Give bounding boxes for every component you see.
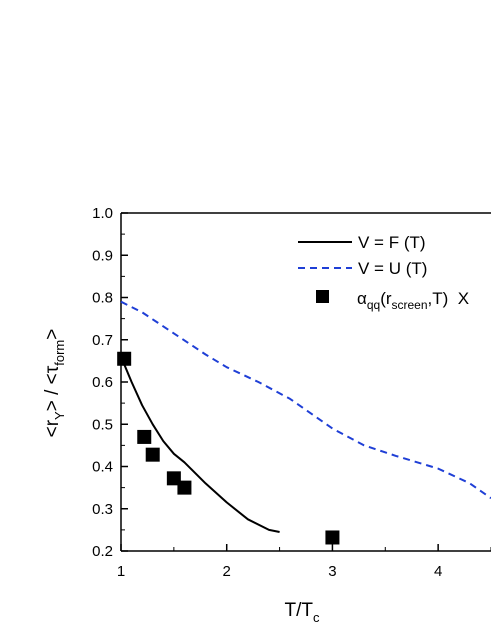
series-line-f: [120, 356, 280, 533]
x-tick-label: 3: [328, 563, 336, 580]
legend-label-f: V = F (T): [358, 233, 426, 252]
y-tick-label: 0.5: [92, 416, 113, 433]
x-tick-label: 4: [434, 563, 442, 580]
data-point-square: [145, 447, 160, 462]
y-tick-label: 0.7: [92, 332, 113, 349]
series-line-u: [120, 300, 491, 500]
y-axis-title: <rY> / <τform>: [42, 329, 67, 438]
y-tick-label: 1.0: [92, 205, 113, 222]
data-point-square: [117, 351, 132, 366]
y-tick-label: 0.3: [92, 501, 113, 518]
legend: V = F (T) V = U (T) αqq(rscreen,T) X: [298, 233, 469, 312]
legend-label-alpha: αqq(rscreen,T) X: [357, 289, 469, 312]
data-point-square: [166, 471, 181, 486]
tick-labels: 0.2 0.3 0.4 0.5 0.6 0.7 0.8 0.9 1.0 1 2 3 4: [92, 205, 442, 580]
y-tick-label: 0.2: [92, 543, 113, 560]
ticks: [120, 212, 491, 552]
x-tick-label: 2: [223, 563, 231, 580]
y-tick-label: 0.4: [92, 459, 113, 476]
data-point-square: [137, 429, 152, 444]
y-tick-label: 0.6: [92, 374, 113, 391]
data-point-square: [325, 530, 340, 545]
x-tick-label: 1: [117, 563, 125, 580]
axes: [120, 212, 491, 552]
y-tick-label: 0.9: [92, 247, 113, 264]
legend-marker-square: [316, 290, 329, 303]
series-layer: [117, 300, 491, 545]
y-tick-label: 0.8: [92, 290, 113, 307]
data-point-square: [177, 480, 192, 495]
x-axis-title: T/Tc: [285, 600, 321, 625]
legend-label-u: V = U (T): [358, 259, 427, 278]
